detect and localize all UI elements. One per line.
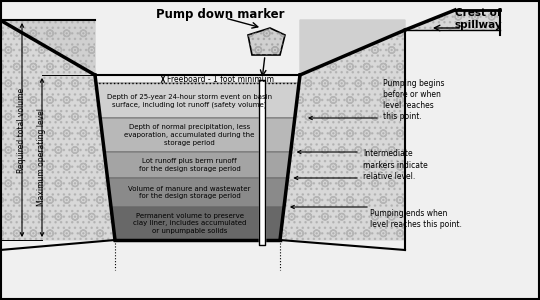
Polygon shape <box>259 80 265 245</box>
Text: Permanent volume to preserve
clay liner, includes accumulated
or unpumpable soli: Permanent volume to preserve clay liner,… <box>133 213 246 234</box>
Text: Pumping ends when
level reaches this point.: Pumping ends when level reaches this poi… <box>370 209 462 229</box>
Text: Pumping begins
before or when
level reaches
this point.: Pumping begins before or when level reac… <box>383 79 444 121</box>
Text: Freeboard - 1 foot minimum: Freeboard - 1 foot minimum <box>167 74 274 83</box>
Polygon shape <box>0 20 95 75</box>
Text: Depth of normal precipitation, less
evaporation, accumulated during the
storage : Depth of normal precipitation, less evap… <box>124 124 255 146</box>
Polygon shape <box>104 152 291 178</box>
Polygon shape <box>107 178 287 207</box>
Text: Crest of
spillway: Crest of spillway <box>454 8 502 30</box>
Polygon shape <box>100 118 295 152</box>
Text: Volume of manure and wastewater
for the design storage period: Volume of manure and wastewater for the … <box>129 186 251 199</box>
Polygon shape <box>96 83 299 118</box>
Polygon shape <box>300 20 405 75</box>
Polygon shape <box>111 207 284 240</box>
Polygon shape <box>0 20 115 240</box>
Text: Depth of 25-year 24-hour storm event on basin
surface, including lot runoff (saf: Depth of 25-year 24-hour storm event on … <box>107 94 272 107</box>
Polygon shape <box>405 10 500 30</box>
Polygon shape <box>248 28 285 55</box>
Text: Lot runoff plus berm runoff
for the design storage period: Lot runoff plus berm runoff for the desi… <box>139 158 240 172</box>
Text: Maximum operating level: Maximum operating level <box>37 109 46 206</box>
Polygon shape <box>280 30 405 240</box>
Text: Intermediate
markers indicate
relative level.: Intermediate markers indicate relative l… <box>363 149 428 181</box>
Text: Required total volume: Required total volume <box>17 87 26 172</box>
Text: Pump down marker: Pump down marker <box>156 8 284 21</box>
